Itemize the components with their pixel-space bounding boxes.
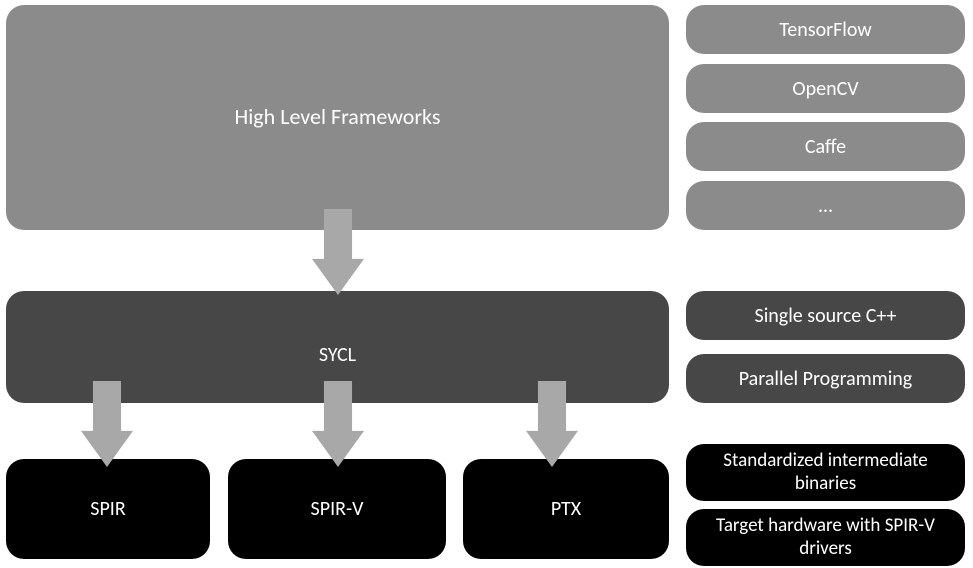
block-label: Caffe: [805, 135, 846, 159]
block-stdbin: Standardized intermediate binaries: [686, 444, 965, 501]
block-singlesrc: Single source C++: [686, 291, 965, 340]
arrow-down-icon: [312, 381, 364, 467]
block-label: TensorFlow: [779, 18, 871, 42]
block-label: …: [819, 194, 833, 218]
block-label: Standardized intermediate binaries: [694, 450, 957, 496]
block-high_level: High Level Frameworks: [6, 5, 669, 230]
block-caffe: Caffe: [686, 122, 965, 171]
block-label: SPIR: [90, 497, 125, 521]
block-label: SYCL: [319, 343, 356, 367]
block-opencv: OpenCV: [686, 64, 965, 113]
block-label: Target hardware with SPIR-V drivers: [694, 515, 957, 561]
block-parallel: Parallel Programming: [686, 354, 965, 403]
block-label: PTX: [551, 497, 581, 521]
block-tensorflow: TensorFlow: [686, 5, 965, 54]
block-ptx: PTX: [463, 459, 669, 559]
block-spir: SPIR: [6, 459, 210, 559]
arrow-down-icon: [81, 381, 133, 467]
arrow-down-icon: [526, 381, 578, 467]
block-label: High Level Frameworks: [235, 104, 441, 130]
block-label: SPIR-V: [311, 497, 364, 521]
block-label: Parallel Programming: [739, 367, 912, 391]
arrow-down-icon: [312, 209, 364, 295]
block-more: …: [686, 181, 965, 230]
block-label: Single source C++: [755, 304, 897, 328]
block-target: Target hardware with SPIR-V drivers: [686, 509, 965, 566]
block-label: OpenCV: [792, 77, 858, 101]
block-spirv: SPIR-V: [228, 459, 446, 559]
